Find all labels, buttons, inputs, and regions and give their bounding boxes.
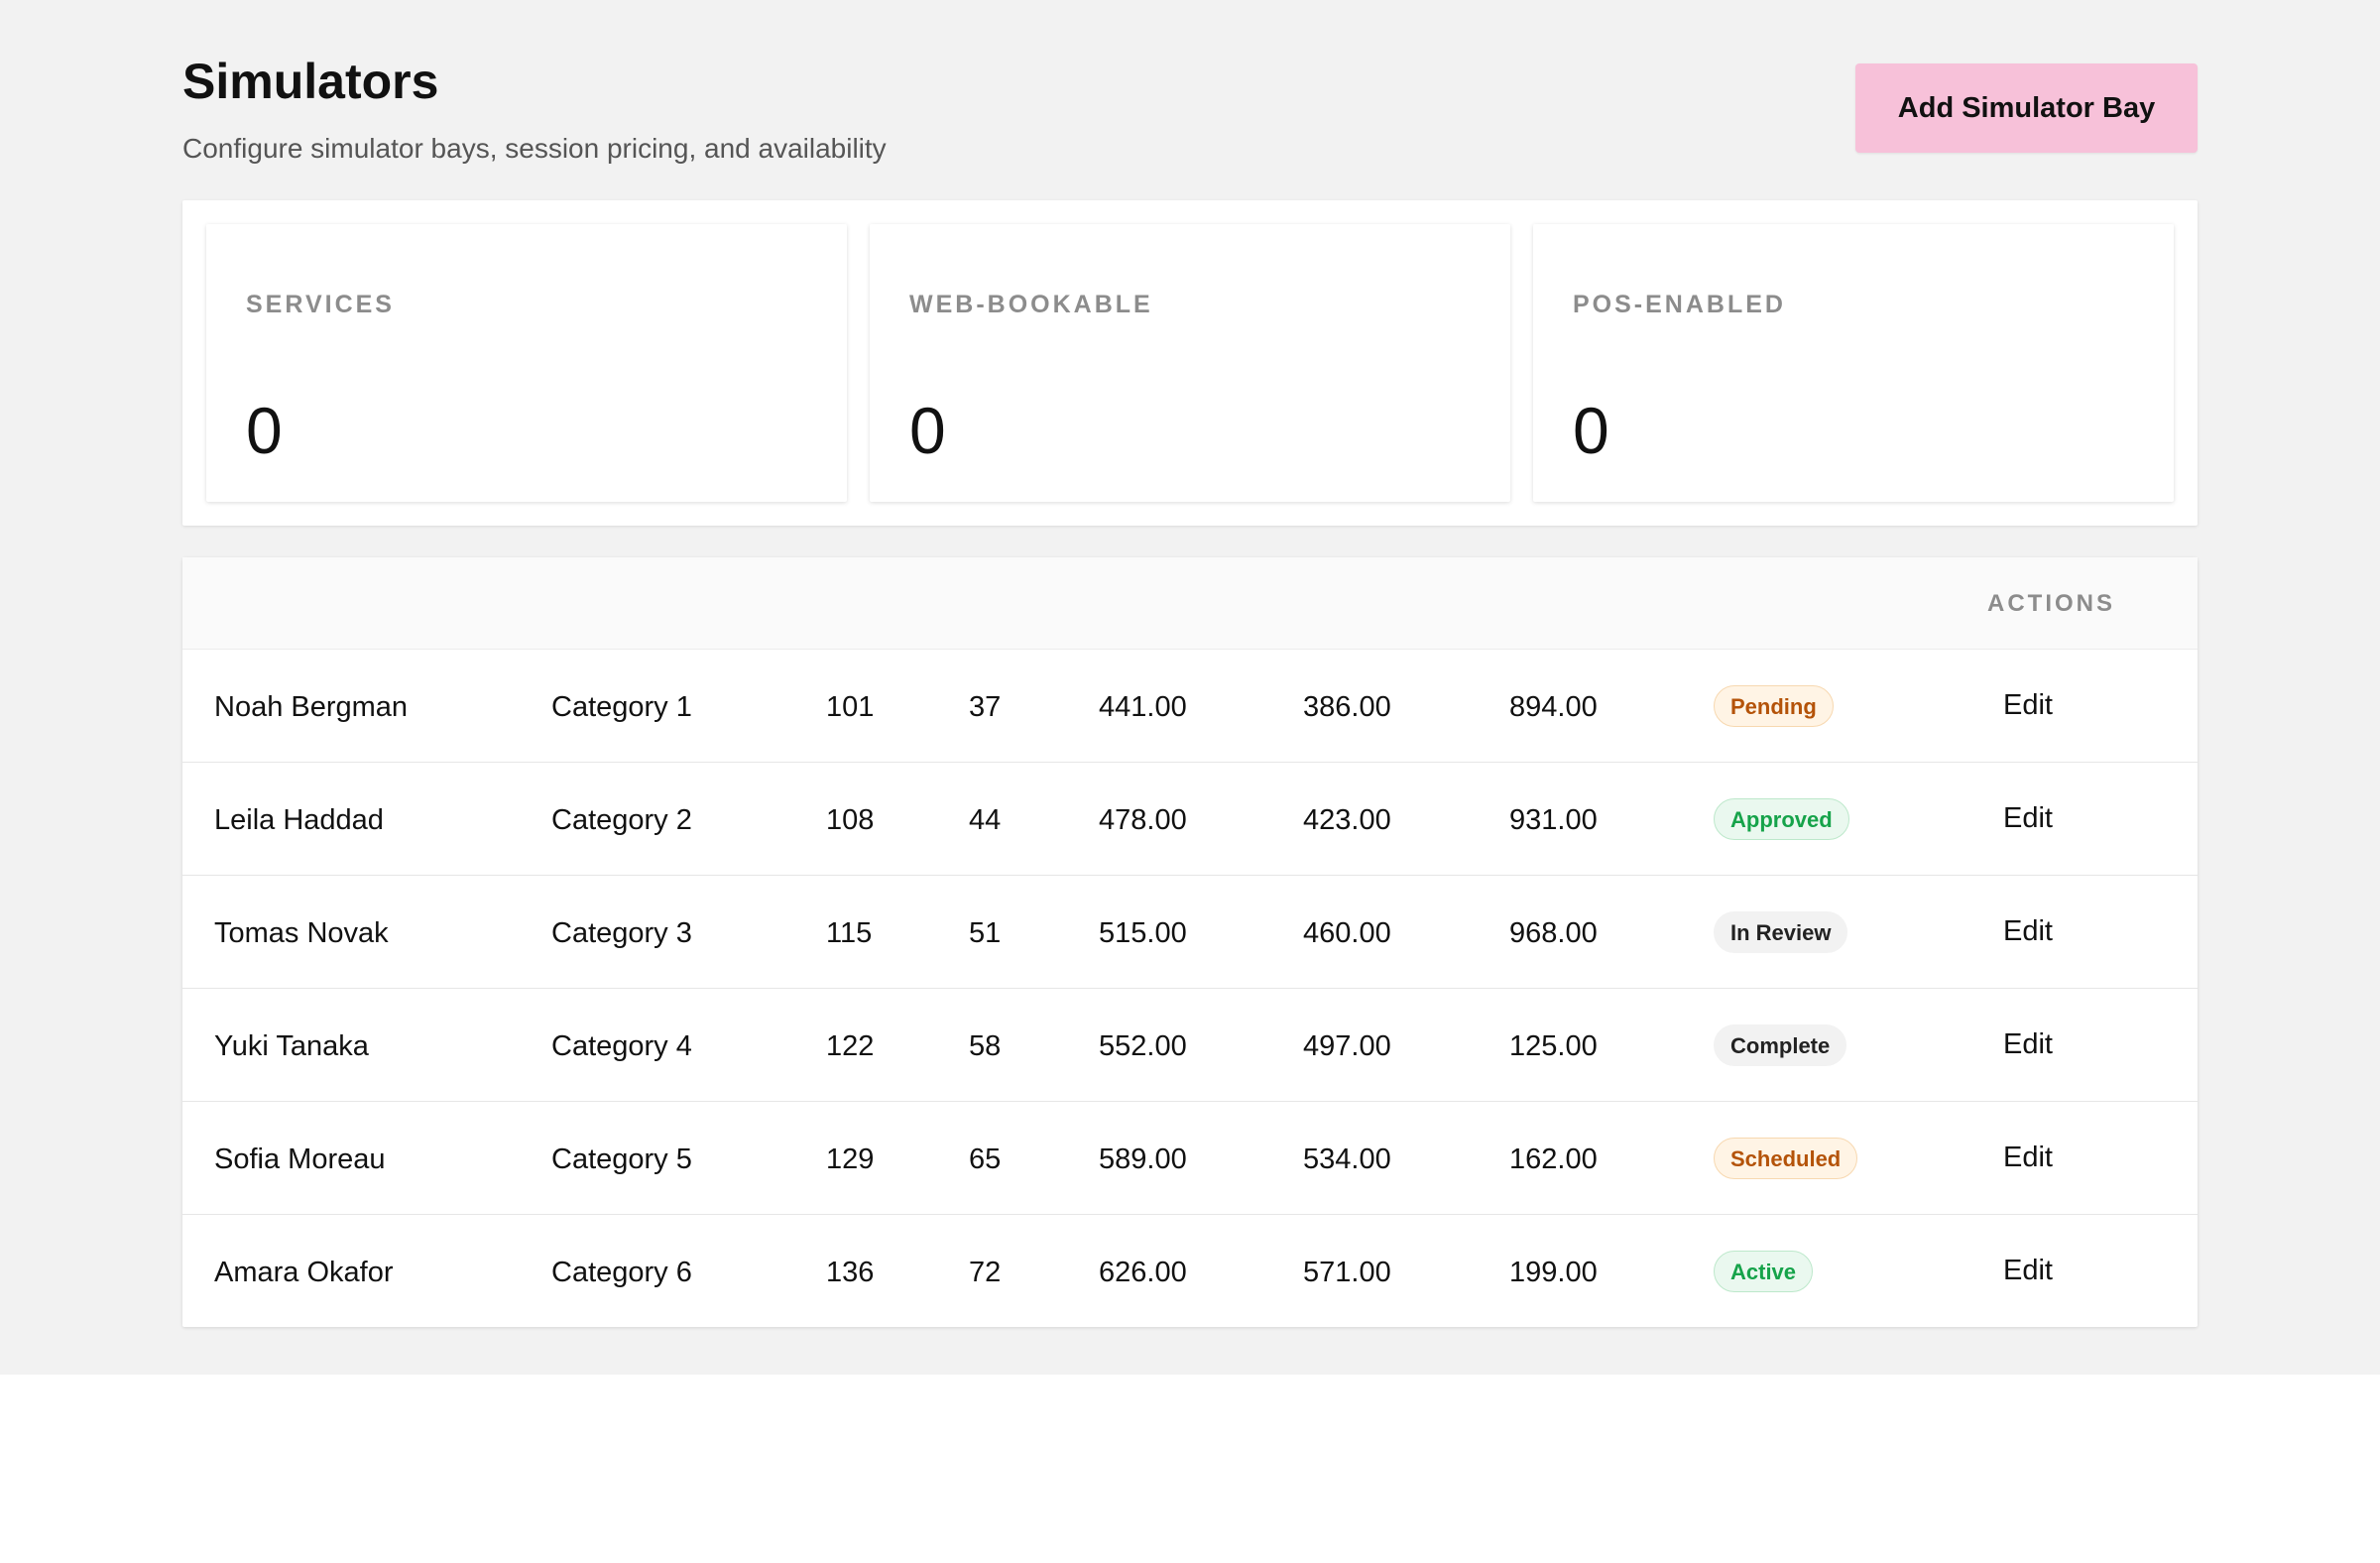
cell-price: 199.00 [1509, 1257, 1598, 1288]
edit-link[interactable]: Edit [2003, 915, 2053, 947]
cell-number: 115 [826, 917, 873, 949]
cell-category: Category 4 [551, 1030, 692, 1062]
table-header: ACTIONS [182, 557, 2198, 650]
status-cell: In Review [1714, 911, 1848, 953]
status-cell: Complete [1714, 1024, 1847, 1066]
status-cell: Approved [1714, 798, 1849, 840]
main-container: Simulators Configure simulator bays, ses… [182, 0, 2198, 1327]
cell-number: 108 [826, 804, 875, 836]
edit-link[interactable]: Edit [2003, 802, 2053, 834]
cell-category: Category 5 [551, 1143, 692, 1175]
page-subtitle: Configure simulator bays, session pricin… [182, 133, 887, 164]
page-background: Simulators Configure simulator bays, ses… [0, 0, 2380, 1375]
cell-number: 129 [826, 1143, 875, 1175]
cell-price: 478.00 [1099, 804, 1187, 836]
cell-price: 589.00 [1099, 1143, 1187, 1175]
cell-number: 58 [969, 1030, 1002, 1062]
status-badge: Active [1714, 1251, 1814, 1292]
cell-number: 65 [969, 1143, 1002, 1175]
cell-number: 51 [969, 917, 1002, 949]
actions-cell: Edit [2003, 1026, 2053, 1062]
actions-cell: Edit [2003, 800, 2053, 836]
stat-value: 0 [909, 394, 946, 467]
cell-price: 386.00 [1303, 691, 1391, 723]
cell-category: Category 1 [551, 691, 692, 723]
cell-price: 571.00 [1303, 1257, 1391, 1288]
stat-card-pos-enabled: POS-ENABLED 0 [1533, 224, 2174, 502]
cell-name: Sofia Moreau [214, 1143, 386, 1175]
stat-card-services: SERVICES 0 [206, 224, 847, 502]
cell-price: 968.00 [1509, 917, 1598, 949]
status-cell: Pending [1714, 685, 1834, 727]
cell-price: 534.00 [1303, 1143, 1391, 1175]
status-cell: Scheduled [1714, 1138, 1858, 1179]
status-badge: In Review [1714, 911, 1848, 953]
cell-price: 626.00 [1099, 1257, 1187, 1288]
stat-value: 0 [1573, 394, 1609, 467]
cell-price: 552.00 [1099, 1030, 1187, 1062]
cell-number: 37 [969, 691, 1002, 723]
status-badge: Approved [1714, 798, 1849, 840]
table-row: Amara Okafor Category 6 136 72 626.00 57… [182, 1215, 2198, 1327]
table-row: Yuki Tanaka Category 4 122 58 552.00 497… [182, 989, 2198, 1102]
status-badge: Pending [1714, 685, 1834, 727]
cell-category: Category 6 [551, 1257, 692, 1288]
actions-cell: Edit [2003, 1253, 2053, 1288]
stats-panel: SERVICES 0 WEB-BOOKABLE 0 POS-ENABLED 0 [182, 200, 2198, 526]
cell-number: 72 [969, 1257, 1002, 1288]
table-row: Leila Haddad Category 2 108 44 478.00 42… [182, 763, 2198, 876]
cell-price: 931.00 [1509, 804, 1598, 836]
cell-price: 497.00 [1303, 1030, 1391, 1062]
cell-name: Yuki Tanaka [214, 1030, 369, 1062]
stat-label: POS-ENABLED [1573, 291, 1786, 318]
cell-category: Category 2 [551, 804, 692, 836]
cell-name: Noah Bergman [214, 691, 409, 723]
stat-label: WEB-BOOKABLE [909, 291, 1153, 318]
cell-number: 136 [826, 1257, 875, 1288]
actions-column-header: ACTIONS [1987, 590, 2115, 617]
cell-price: 162.00 [1509, 1143, 1598, 1175]
stat-card-web-bookable: WEB-BOOKABLE 0 [870, 224, 1510, 502]
actions-cell: Edit [2003, 1140, 2053, 1175]
cell-number: 44 [969, 804, 1002, 836]
cell-category: Category 3 [551, 917, 692, 949]
cell-number: 101 [826, 691, 875, 723]
page-title: Simulators [182, 54, 439, 109]
edit-link[interactable]: Edit [2003, 1255, 2053, 1286]
status-badge: Complete [1714, 1024, 1847, 1066]
cell-name: Tomas Novak [214, 917, 389, 949]
cell-price: 515.00 [1099, 917, 1187, 949]
edit-link[interactable]: Edit [2003, 1142, 2053, 1173]
edit-link[interactable]: Edit [2003, 689, 2053, 721]
stat-label: SERVICES [246, 291, 395, 318]
add-simulator-bay-button[interactable]: Add Simulator Bay [1855, 63, 2198, 153]
cell-price: 441.00 [1099, 691, 1187, 723]
cell-name: Leila Haddad [214, 804, 384, 836]
stat-value: 0 [246, 394, 283, 467]
table-row: Sofia Moreau Category 5 129 65 589.00 53… [182, 1102, 2198, 1215]
cell-price: 894.00 [1509, 691, 1598, 723]
cell-price: 125.00 [1509, 1030, 1598, 1062]
actions-cell: Edit [2003, 913, 2053, 949]
page-header: Simulators Configure simulator bays, ses… [182, 0, 2198, 200]
status-cell: Active [1714, 1251, 1814, 1292]
cell-price: 423.00 [1303, 804, 1391, 836]
edit-link[interactable]: Edit [2003, 1028, 2053, 1060]
actions-cell: Edit [2003, 687, 2053, 723]
table-row: Tomas Novak Category 3 115 51 515.00 460… [182, 876, 2198, 989]
simulators-table: ACTIONS Noah Bergman Category 1 101 37 4… [182, 557, 2198, 1327]
cell-price: 460.00 [1303, 917, 1391, 949]
cell-name: Amara Okafor [214, 1257, 394, 1288]
status-badge: Scheduled [1714, 1138, 1858, 1179]
cell-number: 122 [826, 1030, 875, 1062]
table-row: Noah Bergman Category 1 101 37 441.00 38… [182, 650, 2198, 763]
